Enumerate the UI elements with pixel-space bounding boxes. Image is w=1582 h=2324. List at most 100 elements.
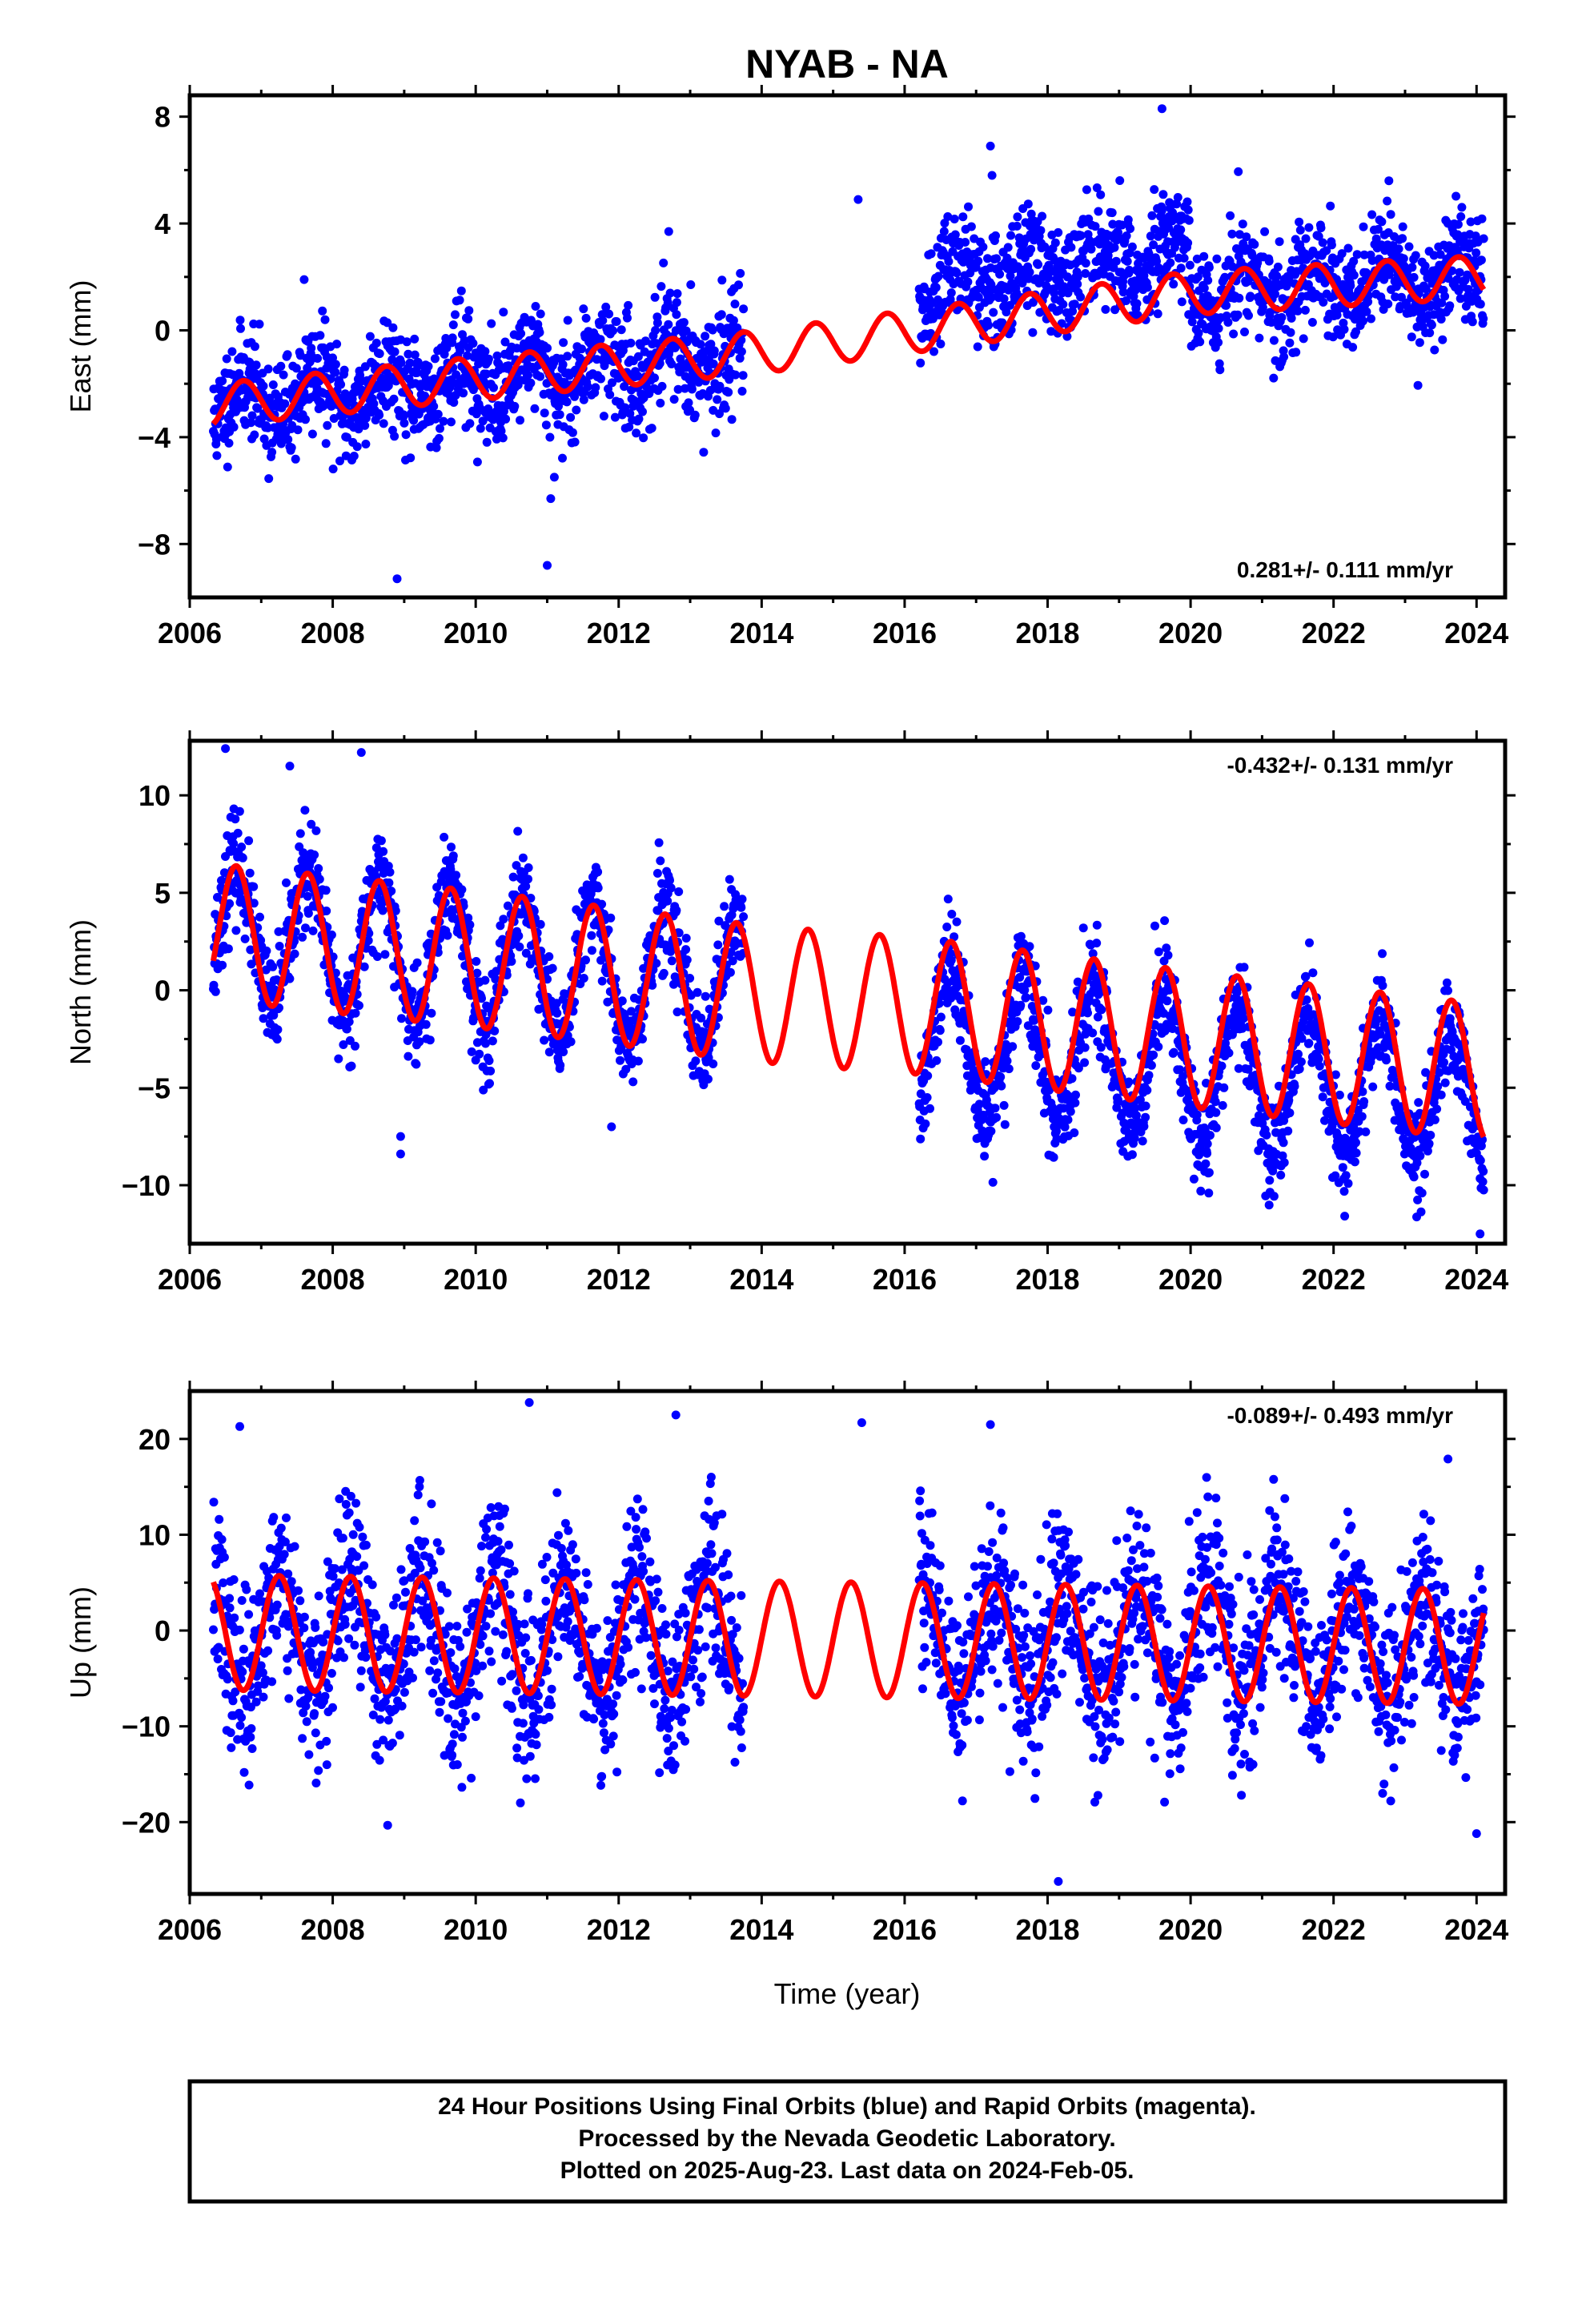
position-point: [952, 917, 962, 927]
position-point: [1277, 312, 1287, 322]
position-point: [1183, 205, 1193, 215]
position-point: [237, 842, 247, 852]
position-point: [379, 419, 388, 428]
position-point: [724, 388, 733, 397]
position-point: [974, 256, 983, 266]
position-point: [383, 381, 393, 391]
position-point: [521, 882, 531, 891]
position-point: [1043, 1005, 1053, 1015]
position-point: [501, 414, 511, 424]
position-point: [558, 360, 568, 369]
position-point: [1346, 281, 1355, 291]
position-point: [1294, 1049, 1303, 1059]
position-point: [1118, 287, 1128, 297]
position-point: [563, 316, 572, 325]
position-point: [599, 412, 608, 421]
position-point: [1154, 947, 1163, 957]
position-point: [336, 380, 346, 389]
position-point: [526, 378, 536, 388]
position-point: [998, 318, 1007, 328]
position-point: [1384, 176, 1394, 186]
position-point: [939, 227, 949, 236]
position-point: [518, 853, 528, 862]
position-point: [259, 434, 269, 444]
position-point: [1036, 226, 1046, 235]
x-tick-label: 2024: [1444, 617, 1508, 649]
position-point: [275, 942, 284, 951]
position-point: [1149, 240, 1158, 250]
position-point: [579, 395, 588, 404]
position-point: [1283, 1126, 1293, 1136]
position-point: [315, 875, 324, 884]
position-point: [666, 883, 676, 893]
position-point: [334, 1054, 343, 1063]
position-point: [681, 934, 691, 943]
position-point: [605, 390, 615, 400]
position-point: [1160, 916, 1170, 926]
position-point: [988, 1177, 998, 1187]
position-point: [1242, 232, 1251, 242]
position-point: [307, 429, 317, 439]
position-point: [1367, 210, 1377, 219]
position-point: [482, 437, 492, 447]
position-point: [412, 958, 422, 967]
model-fit-line: [211, 254, 1487, 426]
position-point: [1082, 185, 1091, 195]
position-point: [413, 357, 423, 367]
position-point: [1427, 320, 1436, 330]
position-point: [1028, 298, 1038, 308]
position-point: [1435, 308, 1444, 317]
position-point: [389, 394, 399, 404]
position-point: [1361, 1127, 1371, 1136]
position-point: [1436, 1090, 1446, 1100]
position-point: [916, 1134, 926, 1144]
position-point: [1002, 308, 1011, 317]
position-point: [1352, 250, 1362, 259]
position-point: [624, 300, 633, 310]
position-point: [472, 968, 482, 978]
position-point: [1404, 242, 1414, 251]
position-point: [570, 437, 580, 447]
position-point: [301, 923, 310, 933]
position-point: [1439, 1058, 1448, 1068]
position-point: [608, 326, 618, 336]
y-tick-label: 4: [155, 207, 171, 240]
position-point: [1182, 197, 1192, 207]
position-point: [579, 304, 588, 314]
position-point: [1339, 324, 1349, 334]
position-point: [390, 347, 400, 356]
position-point: [1101, 304, 1110, 314]
position-point: [1415, 338, 1424, 348]
position-point: [987, 292, 996, 302]
position-point: [332, 340, 342, 349]
position-point: [1373, 224, 1383, 234]
position-point: [721, 404, 730, 413]
position-point: [1193, 272, 1203, 282]
position-point: [656, 398, 665, 408]
outlier-point: [986, 141, 995, 151]
position-point: [1276, 1170, 1286, 1180]
y-tick-label: 8: [155, 101, 171, 134]
position-point: [468, 339, 478, 348]
position-point: [1196, 1186, 1206, 1196]
position-point: [690, 410, 700, 420]
position-point: [540, 1035, 549, 1045]
position-point: [1424, 1139, 1434, 1148]
position-point: [344, 1017, 354, 1027]
position-point: [1163, 951, 1173, 960]
position-point: [448, 333, 457, 343]
position-point: [283, 435, 293, 444]
position-point: [267, 448, 277, 457]
position-point: [455, 296, 464, 305]
position-point: [991, 231, 1000, 240]
position-point: [327, 930, 336, 939]
position-point: [1285, 338, 1295, 348]
position-point: [558, 453, 567, 463]
position-point: [633, 352, 643, 361]
position-point: [1272, 271, 1282, 281]
y-tick-label: 0: [155, 314, 171, 347]
position-point: [612, 317, 621, 326]
position-point: [1430, 1115, 1439, 1124]
position-point: [1296, 1057, 1306, 1067]
position-point: [1286, 328, 1295, 337]
